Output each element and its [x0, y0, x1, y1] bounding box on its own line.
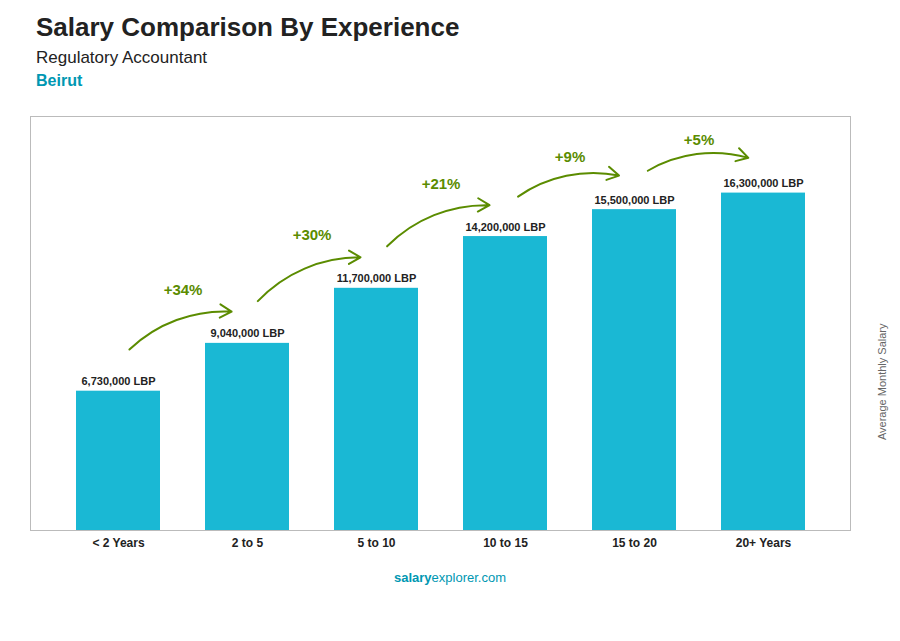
svg-text:20+ Years: 20+ Years [736, 536, 792, 550]
svg-text:+34%: +34% [164, 281, 203, 298]
svg-text:15 to 20: 15 to 20 [612, 536, 657, 550]
svg-text:+5%: +5% [684, 131, 714, 148]
svg-text:2 to 5: 2 to 5 [232, 536, 264, 550]
svg-text:11,700,000 LBP: 11,700,000 LBP [337, 272, 417, 284]
svg-text:15,500,000 LBP: 15,500,000 LBP [594, 194, 674, 206]
svg-text:+9%: +9% [555, 148, 585, 165]
svg-text:5 to 10: 5 to 10 [357, 536, 395, 550]
svg-text:+21%: +21% [422, 175, 461, 192]
svg-text:< 2 Years: < 2 Years [92, 536, 144, 550]
svg-text:9,040,000 LBP: 9,040,000 LBP [211, 327, 285, 339]
svg-text:6,730,000 LBP: 6,730,000 LBP [82, 375, 156, 387]
html-text:Beirut: Beirut [36, 72, 83, 90]
html-text:salary explorer.com: salary explorer.com [394, 570, 506, 586]
svg-text:10 to 15: 10 to 15 [483, 536, 528, 550]
svg-text:16,300,000 LBP: 16,300,000 LBP [723, 177, 803, 189]
html-text:Salary Comparison By Experienc: Salary Comparison By Experience [36, 12, 460, 42]
svg-text:+30%: +30% [293, 226, 332, 243]
html-text:Regulatory Accountant: Regulatory Accountant [36, 48, 208, 68]
svg-text:14,200,000 LBP: 14,200,000 LBP [465, 221, 545, 233]
svg-text:Average Monthly Salary: Average Monthly Salary [876, 323, 888, 440]
